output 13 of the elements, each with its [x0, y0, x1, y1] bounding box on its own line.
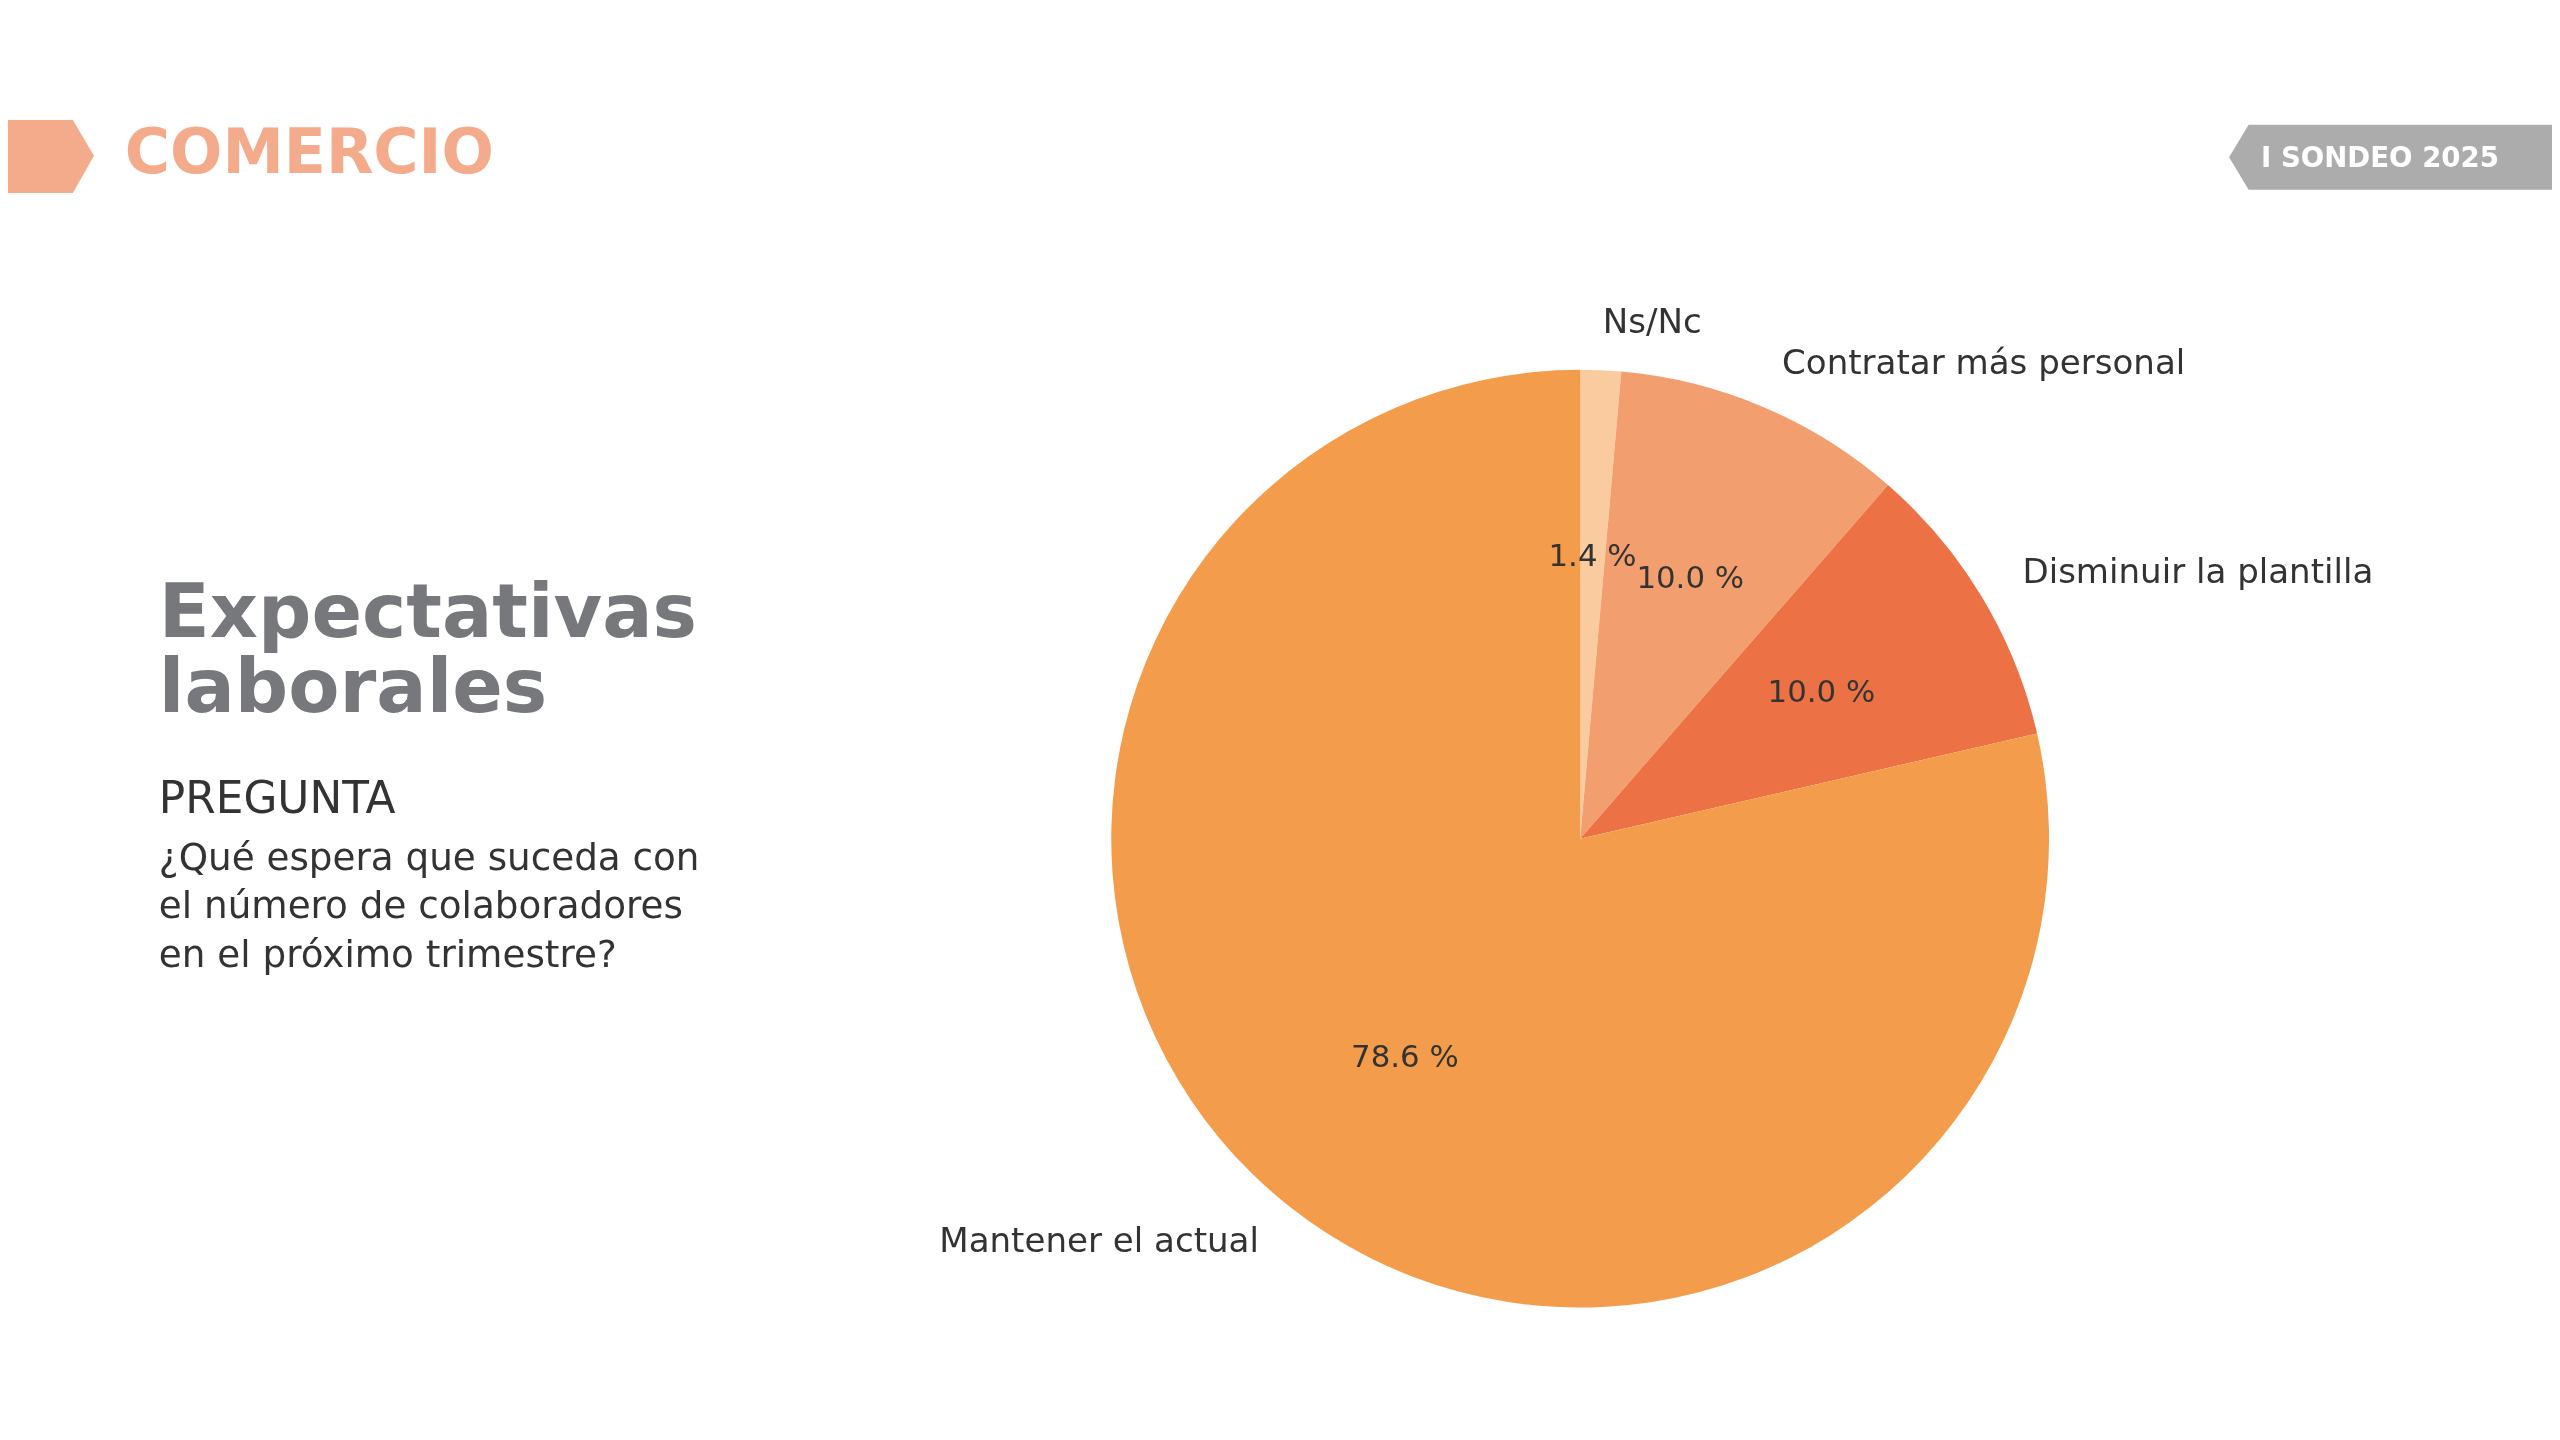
text: I SONDEO 2025 — [2261, 141, 2499, 174]
text: COMERCIO — [124, 116, 494, 189]
text: PREGUNTA — [158, 771, 396, 823]
text: ¿Qué espera que suceda con el número de colaboradores en el próximo trimestre? — [158, 834, 700, 976]
slice-label: Disminuir la plantilla — [2022, 550, 2374, 591]
data-label: 1.4 % — [1548, 537, 1637, 574]
slice-label: Ns/Nc — [1602, 300, 1702, 341]
slice-label: Mantener el actual — [939, 1219, 1259, 1260]
data-label: 10.0 % — [1636, 559, 1745, 596]
data-label: 10.0 % — [1767, 673, 1876, 710]
text: Expectativas laborales — [158, 568, 697, 731]
slice-label: Contratar más personal — [1782, 341, 2186, 382]
data-label: 78.6 % — [1351, 1038, 1459, 1075]
